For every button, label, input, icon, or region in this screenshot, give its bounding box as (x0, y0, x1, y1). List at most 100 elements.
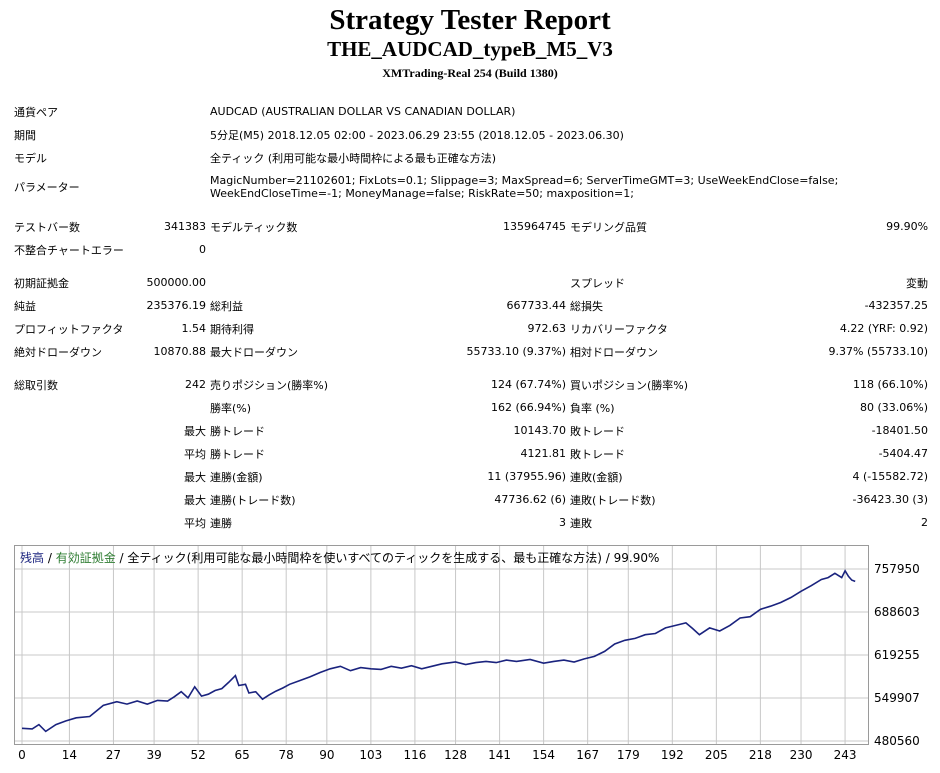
deposit-value: 500000.00 (146, 276, 207, 289)
y-tick-label: 480560 (874, 734, 920, 748)
winrate-label: 勝率(%) (210, 401, 252, 415)
x-tick-label: 154 (532, 748, 555, 762)
legend-sep: / (44, 551, 56, 565)
row-average: 平均 勝トレード 4121.81 敗トレード -5404.47 (12, 442, 930, 465)
max-cons-lossamt-label: 連敗(トレード数) (570, 493, 656, 507)
row-pf: プロフィットファクタ 1.54 期待利得 972.63 リカバリーファクタ 4.… (12, 317, 930, 340)
max-cons-win-value: 11 (37955.96) (487, 470, 566, 483)
x-tick-label: 0 (18, 748, 26, 762)
spread-label: スプレッド (570, 276, 625, 290)
rel-dd-value: 9.37% (55733.10) (828, 345, 929, 358)
lossrate-label: 負率 (%) (570, 401, 615, 415)
max-cons-profit-label: 連勝(トレード数) (210, 493, 296, 507)
pair-value: AUDCAD (AUSTRALIAN DOLLAR VS CANADIAN DO… (210, 105, 516, 118)
ticks-label: モデルティック数 (210, 220, 298, 234)
row-max-consecutive: 最大 連勝(金額) 11 (37955.96) 連敗(金額) 4 (-15582… (12, 465, 930, 488)
y-axis: 757950 688603 619255 549907 480560 (874, 562, 920, 748)
row-trades: 総取引数 242 売りポジション(勝率%) 124 (67.74%) 買いポジシ… (12, 373, 930, 396)
rel-dd-label: 相対ドローダウン (570, 345, 658, 359)
pf-value: 1.54 (181, 322, 207, 335)
avg-cons-loss-label: 連敗 (570, 516, 592, 530)
server-build: XMTrading-Real 254 (Build 1380) (382, 66, 558, 80)
winrate-value: 162 (66.94%) (490, 401, 566, 414)
largest-win-label: 勝トレード (210, 424, 265, 438)
y-tick-label: 757950 (874, 562, 920, 576)
row-period: 期間 5分足(M5) 2018.12.05 02:00 - 2023.06.29… (12, 123, 930, 146)
row-params: パラメーター MagicNumber=21102601; FixLots=0.1… (12, 169, 930, 205)
avg-cons-win-label: 連勝 (210, 516, 232, 530)
avg-consecutive-prefix: 平均 (184, 516, 206, 530)
row-drawdown: 絶対ドローダウン 10870.88 最大ドローダウン 55733.10 (9.3… (12, 340, 930, 363)
x-tick-label: 103 (359, 748, 382, 762)
model-value: 全ティック (利用可能な最小時間枠による最も正確な方法) (210, 151, 497, 165)
legend-model: / 全ティック(利用可能な最小時間枠を使いすべてのティックを生成する、最も正確な… (116, 550, 660, 565)
row-bars: テストバー数 341383 モデルティック数 135964745 モデリング品質… (12, 215, 930, 238)
x-axis: 0 14 27 39 52 65 78 90 103 116 128 141 154 167 179 192 2… (18, 748, 856, 762)
y-tick-label: 688603 (874, 605, 920, 619)
bars-value: 341383 (164, 220, 206, 233)
x-tick-label: 192 (661, 748, 684, 762)
plot-area (14, 545, 869, 745)
quality-label: モデリング品質 (570, 220, 647, 234)
x-tick-label: 65 (235, 748, 250, 762)
mismatch-value: 0 (199, 243, 206, 256)
y-tick-label: 619255 (874, 648, 920, 662)
row-deposit: 初期証拠金 500000.00 スプレッド 変動 (12, 271, 930, 294)
x-tick-label: 27 (106, 748, 121, 762)
max-cons-loss-label: 連敗(金額) (570, 470, 623, 484)
x-tick-label: 167 (576, 748, 599, 762)
params-line2: WeekEndCloseTime=-1; MoneyManage=false; … (210, 187, 634, 200)
expected-value: 972.63 (527, 322, 567, 335)
grid (15, 546, 868, 744)
x-tick-label: 78 (279, 748, 294, 762)
x-tick-label: 218 (749, 748, 772, 762)
max-consecutive-prefix: 最大 (184, 470, 206, 484)
lossrate-value: 80 (33.06%) (860, 401, 929, 414)
largest-prefix: 最大 (184, 424, 206, 438)
largest-win-value: 10143.70 (513, 424, 567, 437)
balance-chart: 757950 688603 619255 549907 480560 0 14 27 39 52… (14, 545, 920, 762)
avg-win-value: 4121.81 (520, 447, 567, 460)
x-tick-label: 205 (705, 748, 728, 762)
params-line1: MagicNumber=21102601; FixLots=0.1; Slipp… (210, 174, 839, 187)
trades-label: 総取引数 (14, 378, 58, 392)
max-cons-lossamt-value: -36423.30 (3) (852, 493, 929, 506)
x-tick-label: 116 (403, 748, 426, 762)
average-prefix: 平均 (184, 447, 206, 461)
max-cons-loss-value: 4 (-15582.72) (852, 470, 929, 483)
pf-label: プロフィットファクタ (14, 322, 124, 336)
bars-label: テストバー数 (14, 220, 80, 234)
avg-cons-win-value: 3 (559, 516, 566, 529)
params-value: MagicNumber=21102601; FixLots=0.1; Slipp… (208, 169, 930, 205)
long-value: 118 (66.10%) (853, 378, 929, 391)
max-dd-value: 55733.10 (9.37%) (466, 345, 566, 358)
row-pair: 通貨ペア AUDCAD (AUSTRALIAN DOLLAR VS CANADI… (12, 100, 930, 123)
x-tick-label: 179 (617, 748, 640, 762)
quality-value: 99.90% (886, 220, 929, 233)
report-table: 通貨ペア AUDCAD (AUSTRALIAN DOLLAR VS CANADI… (12, 100, 930, 534)
chart-legend: 残高 / 有効証拠金 / 全ティック(利用可能な最小時間枠を使いすべてのティック… (20, 550, 659, 565)
legend-balance: 残高 (20, 550, 44, 565)
max-dd-label: 最大ドローダウン (210, 345, 298, 359)
short-value: 124 (67.74%) (490, 378, 566, 391)
largest-loss-label: 敗トレード (570, 424, 625, 438)
row-mismatch: 不整合チャートエラー 0 (12, 238, 930, 261)
spread-value: 変動 (906, 276, 929, 290)
x-tick-label: 39 (146, 748, 161, 762)
model-label: モデル (14, 151, 47, 165)
period-value: 5分足(M5) 2018.12.05 02:00 - 2023.06.29 23… (210, 128, 624, 142)
x-tick-label: 243 (834, 748, 857, 762)
period-label: 期間 (14, 128, 36, 142)
recovery-label: リカバリーファクタ (570, 322, 668, 336)
row-winrate: 勝率(%) 162 (66.94%) 負率 (%) 80 (33.06%) (12, 396, 930, 419)
expected-label: 期待利得 (210, 322, 254, 336)
params-label: パラメーター (14, 181, 80, 194)
strategy-name: THE_AUDCAD_typeB_M5_V3 (327, 37, 613, 61)
max-cons-win-label: 連勝(金額) (210, 470, 263, 484)
gross-profit-label: 総利益 (210, 299, 243, 313)
ticks-value: 135964745 (503, 220, 566, 233)
avg-loss-label: 敗トレード (570, 447, 625, 461)
abs-dd-label: 絶対ドローダウン (14, 345, 102, 359)
balance-line (21, 569, 856, 733)
abs-dd-value: 10870.88 (153, 345, 207, 358)
